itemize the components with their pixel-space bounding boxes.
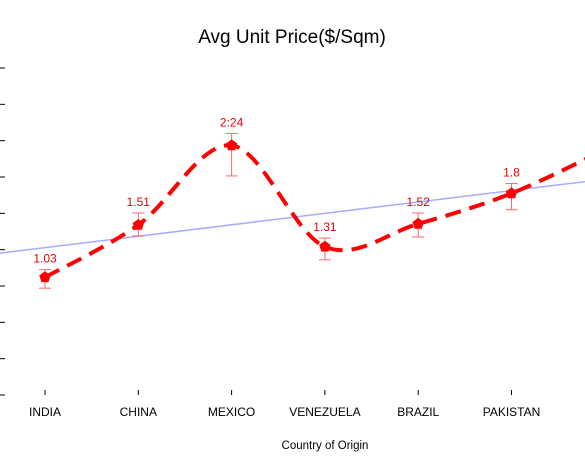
data-label: 1.03 (33, 252, 57, 266)
x-tick-label: CHINA (120, 405, 157, 419)
x-axis-ticks (44, 390, 512, 395)
x-tick-label: INDIA (29, 405, 61, 419)
data-label: 1.31 (313, 220, 337, 234)
x-tick-label: PAKISTAN (483, 405, 541, 419)
data-label: 1.52 (407, 195, 431, 209)
data-label: 1.51 (127, 195, 151, 209)
data-point-marker (132, 218, 145, 230)
x-tick-label: VENEZUELA (289, 405, 360, 419)
data-point-marker (412, 217, 424, 229)
data-point-marker (225, 139, 238, 151)
data-labels: 1.03 1.51 2:24 1.31 1.52 1.8 (33, 115, 520, 265)
error-bars (39, 132, 518, 289)
trendline-segment (0, 180, 585, 254)
data-label: 1.8 (503, 166, 520, 180)
y-axis-ticks (0, 67, 5, 396)
x-tick-label: BRAZIL (397, 405, 439, 419)
data-point-marker (505, 187, 518, 199)
x-axis-title: Country of Origin (282, 440, 369, 452)
chart-title: Avg Unit Price($/Sqm) (198, 27, 386, 48)
data-markers (39, 139, 518, 283)
data-label: 2:24 (220, 115, 244, 129)
data-point-marker (319, 240, 331, 252)
trendline (0, 180, 585, 254)
x-tick-label: MEXICO (208, 405, 255, 419)
data-point-marker (39, 271, 51, 283)
